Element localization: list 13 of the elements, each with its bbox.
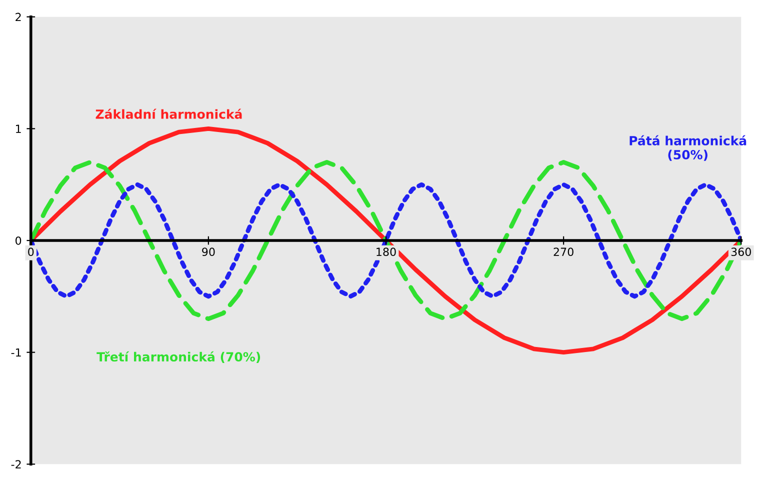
y-tick-label: 1 [16,124,21,133]
x-tick-label: 360 [731,248,751,256]
x-tick-label: 90 [202,248,215,256]
text: Pátá harmonická (50%) [630,135,746,161]
series-label: Základní harmonická [96,108,242,119]
x-tick-label: 180 [376,248,396,256]
y-tick-label: -2 [11,460,21,468]
text: Třetí harmonická (70%) [96,351,260,364]
y-tick-label: 2 [16,12,21,22]
x-tick-label: 0 [28,248,34,256]
y-tick-label: -1 [11,348,21,357]
y-tick-label: 0 [16,236,22,245]
x-tick-label: 270 [554,248,574,256]
